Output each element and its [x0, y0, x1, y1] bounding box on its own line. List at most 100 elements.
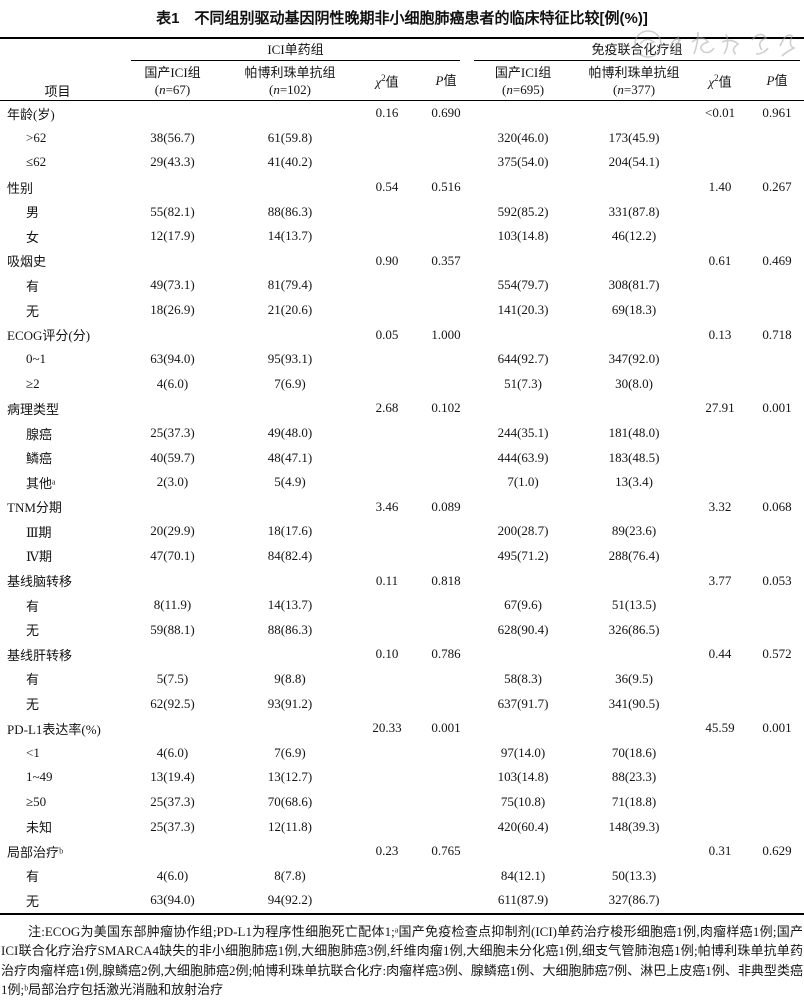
data-cell — [690, 593, 750, 618]
data-cell: 69(18.3) — [611, 302, 657, 318]
data-cell — [750, 421, 804, 446]
data-cell — [578, 175, 690, 200]
data-cell: 1.40 — [708, 179, 732, 195]
data-cell: 61(59.8) — [267, 129, 313, 145]
table-row: 年龄(岁) 0.16 0.690 <0.01 0.961 — [0, 101, 804, 126]
data-cell — [750, 863, 804, 888]
data-cell: 13(19.4) — [150, 769, 195, 785]
data-cell: 375(54.0) — [497, 154, 549, 170]
data-cell — [750, 347, 804, 372]
table-row: 未知 25(37.3) 12(11.8) 420(60.4) 148(39.3) — [0, 814, 804, 839]
data-cell: 94(92.2) — [267, 892, 313, 908]
data-cell: 27.91 — [705, 400, 735, 416]
data-cell — [350, 667, 424, 692]
data-cell: 51(13.5) — [611, 597, 657, 613]
data-cell — [424, 199, 468, 224]
data-cell — [750, 150, 804, 175]
data-cell — [230, 716, 350, 741]
data-cell — [750, 888, 804, 914]
data-cell — [750, 126, 804, 151]
data-cell — [690, 667, 750, 692]
data-cell — [690, 421, 750, 446]
data-cell: 288(76.4) — [608, 547, 660, 563]
data-cell: 88(86.3) — [267, 621, 313, 637]
data-cell: 9(8.8) — [274, 670, 306, 686]
data-cell: 70(18.6) — [611, 744, 657, 760]
data-cell — [690, 273, 750, 298]
row-category-label: 局部治疗ᵇ — [7, 844, 64, 860]
table-row: Ⅳ期 47(70.1) 84(82.4) 495(71.2) 288(76.4) — [0, 544, 804, 569]
data-cell: 0.690 — [431, 105, 461, 121]
data-cell: 12(17.9) — [150, 228, 195, 244]
data-cell — [578, 396, 690, 421]
data-cell — [115, 249, 230, 274]
data-cell — [690, 298, 750, 323]
data-cell — [350, 691, 424, 716]
data-cell: 200(28.7) — [497, 523, 549, 539]
data-cell — [468, 568, 578, 593]
spanner-immuno-chemo-label: 免疫联合化疗组 — [474, 39, 801, 61]
table-row: 无 63(94.0) 94(92.2) 611(87.9) 327(86.7) — [0, 888, 804, 914]
data-cell — [424, 765, 468, 790]
data-cell: 21(20.6) — [267, 302, 313, 318]
data-cell: 93(91.2) — [267, 695, 313, 711]
data-cell — [350, 445, 424, 470]
data-cell: 1.000 — [431, 326, 461, 342]
data-cell — [578, 716, 690, 741]
table-row: 鳞癌 40(59.7) 48(47.1) 444(63.9) 183(48.5) — [0, 445, 804, 470]
data-cell — [424, 593, 468, 618]
item-column-header: 项目 — [0, 38, 115, 101]
table-row: 有 8(11.9) 14(13.7) 67(9.6) 51(13.5) — [0, 593, 804, 618]
row-sublabel: 无 — [26, 893, 40, 909]
data-cell: 628(90.4) — [497, 621, 549, 637]
data-cell — [578, 101, 690, 126]
data-cell — [750, 740, 804, 765]
data-cell: 59(88.1) — [150, 621, 195, 637]
data-cell — [350, 863, 424, 888]
data-cell — [578, 495, 690, 520]
data-cell — [115, 396, 230, 421]
data-cell: 46(12.2) — [611, 228, 657, 244]
data-cell: 55(82.1) — [150, 203, 195, 219]
data-cell: 29(43.3) — [150, 154, 195, 170]
data-cell: 18(26.9) — [150, 302, 195, 318]
data-cell — [750, 667, 804, 692]
data-cell — [350, 199, 424, 224]
data-cell — [424, 126, 468, 151]
data-cell — [690, 199, 750, 224]
data-cell: 611(87.9) — [497, 892, 549, 908]
spanner-header-row: 项目 ICI单药组 免疫联合化疗组 — [0, 38, 804, 101]
group-header-row: 国产ICI组 (n=67) 帕博利珠单抗组 (n=102) χ2值 P值 国产I… — [0, 61, 804, 101]
data-cell — [750, 593, 804, 618]
data-cell — [424, 421, 468, 446]
data-cell — [424, 273, 468, 298]
row-sublabel: 无 — [26, 623, 40, 639]
chi-square-header-left: χ2值 — [350, 61, 424, 101]
row-sublabel: ≤62 — [26, 154, 47, 170]
row-sublabel: 1~49 — [26, 769, 53, 785]
table-row: >62 38(56.7) 61(59.8) 320(46.0) 173(45.9) — [0, 126, 804, 151]
data-cell — [750, 544, 804, 569]
data-cell: 14(13.7) — [267, 597, 313, 613]
data-cell: 0.05 — [375, 326, 399, 342]
table-row: 0~1 63(94.0) 95(93.1) 644(92.7) 347(92.0) — [0, 347, 804, 372]
data-cell — [424, 372, 468, 397]
p-value-header-right: P值 — [750, 61, 804, 101]
data-cell: 0.267 — [762, 179, 792, 195]
data-cell — [578, 322, 690, 347]
data-cell — [350, 814, 424, 839]
data-cell — [468, 716, 578, 741]
data-cell: 0.31 — [708, 843, 732, 859]
data-cell — [690, 224, 750, 249]
data-cell — [690, 863, 750, 888]
row-sublabel: 无 — [26, 697, 40, 713]
data-cell — [115, 642, 230, 667]
data-cell: 75(10.8) — [500, 793, 546, 809]
data-cell — [115, 839, 230, 864]
data-cell — [690, 126, 750, 151]
data-cell — [230, 568, 350, 593]
data-cell: 45.59 — [705, 720, 735, 736]
data-cell: 0.357 — [431, 252, 461, 268]
table-row: 有 5(7.5) 9(8.8) 58(8.3) 36(9.5) — [0, 667, 804, 692]
